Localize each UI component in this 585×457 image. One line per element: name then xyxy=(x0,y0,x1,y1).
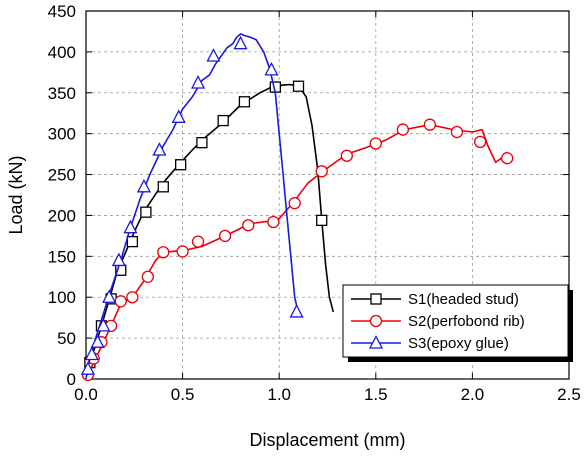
legend: S1(headed stud) S2(perfobond rib) S3(epoxy… xyxy=(342,284,573,362)
data-point xyxy=(264,61,279,76)
data-point xyxy=(102,289,117,303)
y-tick-label: 200 xyxy=(48,206,76,225)
data-point xyxy=(171,109,186,123)
series-1 xyxy=(84,80,335,380)
data-point xyxy=(196,137,208,149)
data-point xyxy=(289,304,304,318)
x-tick-label: 1.0 xyxy=(267,385,291,404)
y-tick-label: 50 xyxy=(57,329,76,348)
series-line xyxy=(85,33,300,380)
legend-label: S3(epoxy glue) xyxy=(408,335,509,352)
data-point xyxy=(218,229,232,243)
legend-marker xyxy=(369,314,383,328)
data-point xyxy=(242,219,255,232)
y-tick-label: 150 xyxy=(48,247,76,266)
legend-label: S2(perfobond rib) xyxy=(408,313,525,330)
data-point xyxy=(501,152,514,165)
y-tick-label: 100 xyxy=(48,288,76,307)
x-tick-label: 0.0 xyxy=(74,385,98,404)
data-point xyxy=(157,246,170,259)
data-point xyxy=(450,125,464,139)
data-point xyxy=(84,346,99,361)
data-point xyxy=(90,334,105,348)
data-point xyxy=(233,35,248,50)
data-point xyxy=(80,361,96,375)
x-tick-label: 2.0 xyxy=(461,385,485,404)
data-point xyxy=(267,215,280,229)
plot-frame xyxy=(85,10,570,380)
data-point xyxy=(396,123,409,136)
legend-marker xyxy=(370,293,382,305)
data-point xyxy=(292,80,305,92)
series-3 xyxy=(80,33,304,380)
data-point xyxy=(217,114,229,127)
data-point xyxy=(126,235,139,248)
x-tick-label: 2.5 xyxy=(557,385,581,404)
data-point xyxy=(123,219,138,234)
y-tick-label: 250 xyxy=(48,166,76,185)
series-2 xyxy=(81,118,514,382)
data-point xyxy=(175,159,187,171)
y-tick-label: 0 xyxy=(67,370,76,389)
data-point xyxy=(136,178,152,193)
x-axis-label: Displacement (mm) xyxy=(249,430,405,450)
data-point xyxy=(423,118,437,131)
series-layer xyxy=(80,33,514,382)
data-point xyxy=(126,291,139,304)
data-point xyxy=(206,48,221,62)
y-tick-label: 300 xyxy=(48,125,76,144)
y-tick-label: 400 xyxy=(48,43,76,62)
data-point xyxy=(316,214,328,227)
series-line xyxy=(85,83,335,380)
x-tick-label: 1.5 xyxy=(364,385,388,404)
y-axis-label: Load (kN) xyxy=(6,155,26,234)
data-point xyxy=(114,295,127,308)
data-point xyxy=(473,135,487,148)
data-point xyxy=(191,235,205,248)
data-point xyxy=(176,245,189,258)
legend-marker xyxy=(368,335,384,349)
data-point xyxy=(340,149,353,162)
data-point xyxy=(141,270,154,283)
y-tick-label: 450 xyxy=(48,2,76,21)
data-point xyxy=(288,197,301,210)
data-point xyxy=(238,96,251,108)
data-point xyxy=(96,317,111,332)
data-point xyxy=(152,142,167,156)
data-point xyxy=(140,206,152,218)
data-point xyxy=(111,252,126,267)
data-point xyxy=(190,75,206,89)
legend-label: S1(headed stud) xyxy=(408,291,519,308)
data-point xyxy=(315,165,328,178)
axes: 0.0 0.5 1.0 1.5 2.0 2.5 0 50 100 150 200 250 300 350 4… xyxy=(48,2,581,404)
data-point xyxy=(157,181,169,193)
y-tick-label: 350 xyxy=(48,84,76,103)
data-point xyxy=(369,137,382,150)
x-tick-label: 0.5 xyxy=(171,385,195,404)
